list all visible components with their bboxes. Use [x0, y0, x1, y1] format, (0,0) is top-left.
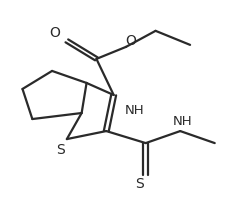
Text: NH: NH — [125, 104, 144, 117]
Text: S: S — [135, 177, 144, 191]
Text: S: S — [56, 143, 65, 157]
Text: O: O — [49, 26, 60, 40]
Text: NH: NH — [173, 115, 193, 128]
Text: O: O — [125, 34, 136, 48]
